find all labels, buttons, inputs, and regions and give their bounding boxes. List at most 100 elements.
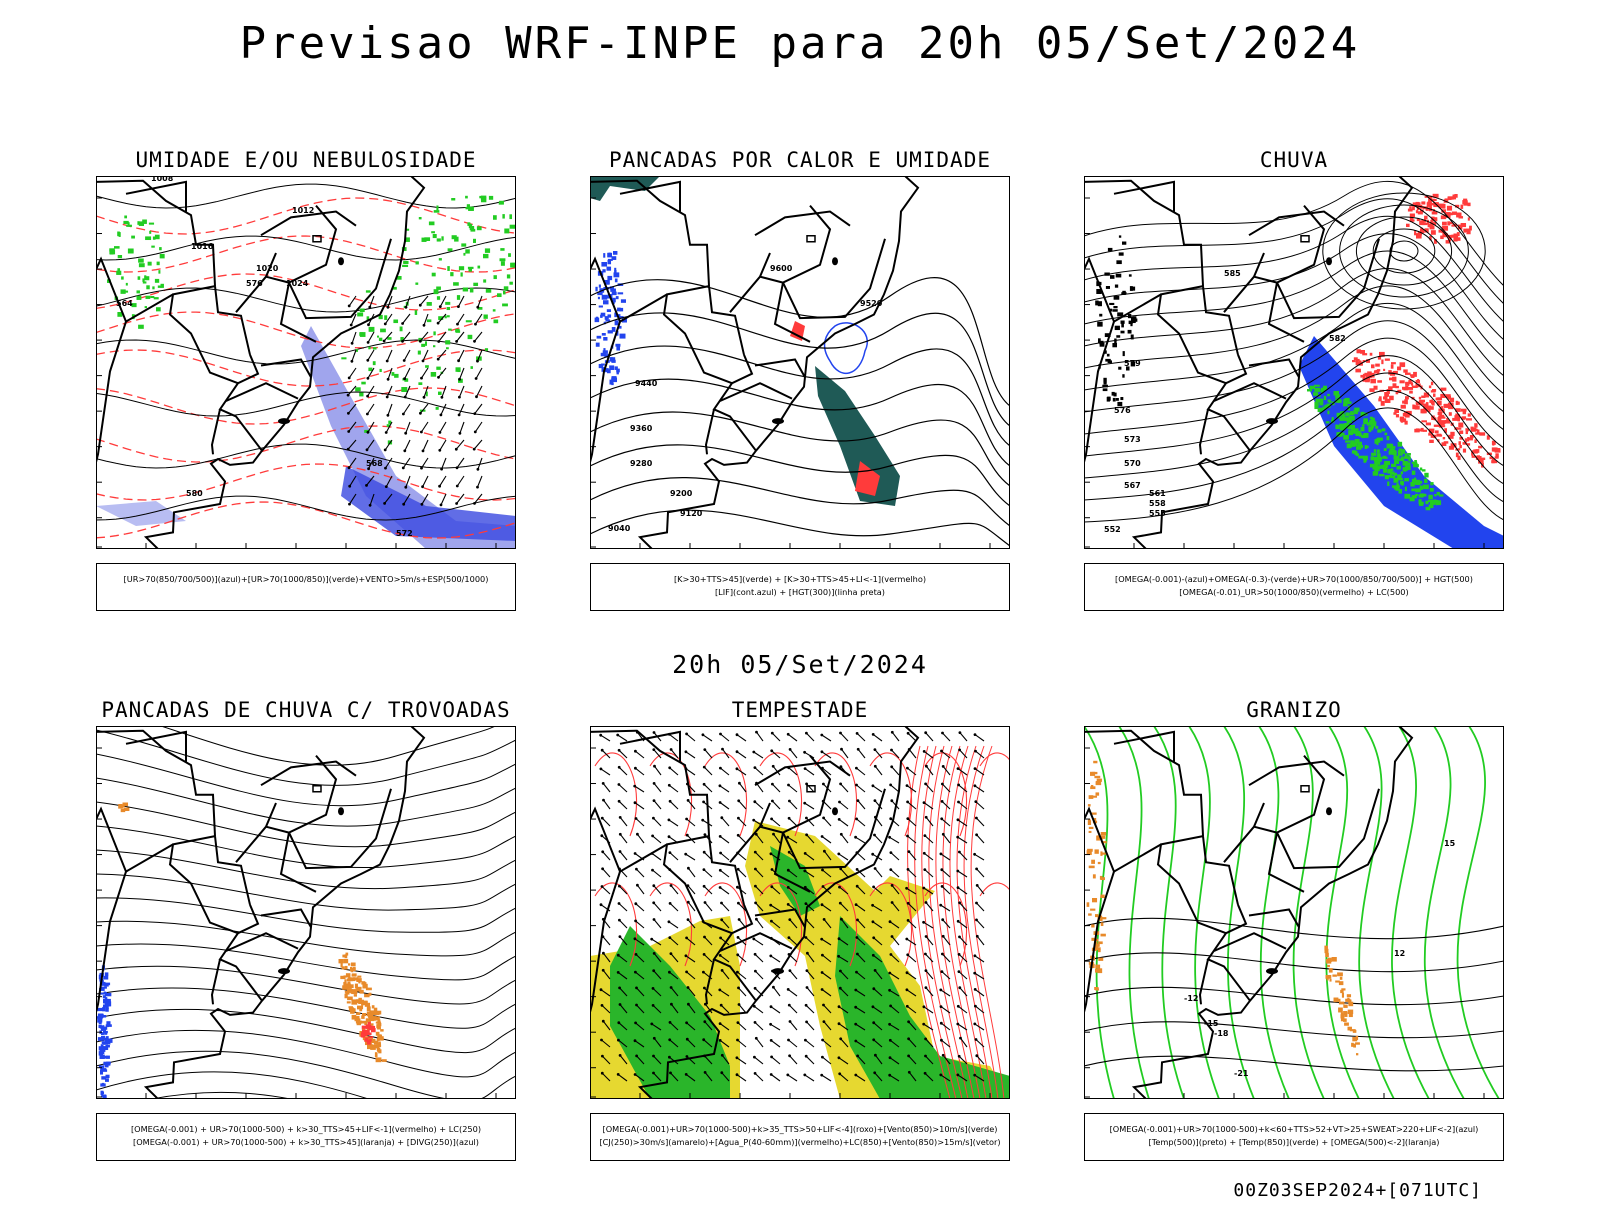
wind-vector-850-head [633,1073,637,1076]
wind-vector-850 [653,1037,662,1048]
wind-vector-850-head [718,1039,722,1042]
wind-vector-850-head [940,970,944,973]
wind-vector-850 [736,734,747,742]
instability-orange-speckle [346,989,353,993]
instability-orange-speckle [357,975,362,978]
wind-vector [438,367,447,378]
wind-vector [440,403,447,416]
wind-vector-850-head [735,733,739,737]
instability-orange-speckle [362,1001,368,1006]
humid-green-speckle [393,319,399,324]
divergence-blue-speckle [106,1061,111,1065]
wind-vector-850 [959,902,968,912]
omega-green-speckle [1355,439,1360,444]
rh-red-speckle [1451,224,1458,227]
wind-vector-850 [891,731,900,742]
rh-red-speckle [1420,227,1423,231]
map-basemap [590,176,920,549]
omega-green-speckle [1394,457,1400,461]
wind-vector-850-head [754,1036,758,1040]
wind-vector-850 [686,733,696,742]
wind-vector-850 [823,817,832,827]
rh-red-speckle [1449,397,1455,403]
wind-vector-850-head [973,784,977,788]
wind-vector-850 [874,970,883,980]
wind-vector-850-head [939,852,943,856]
humid-green-speckle [151,245,155,248]
wind-vector-850 [770,1074,781,1082]
rh-red-speckle [1405,381,1410,386]
wind-vector-850-head [956,1004,960,1008]
wind-vector-850-head [888,1038,892,1042]
storm-red-speckle [371,1025,376,1030]
lif-blue-speckle [611,327,616,332]
wind-vector-850 [957,870,968,878]
wind-vector-head [367,467,370,471]
instability-orange-speckle [370,1023,374,1026]
wind-vector-850 [772,986,781,997]
wind-vector-850 [890,852,900,861]
wind-vector-850 [651,938,662,946]
wind-vector-850 [975,801,985,810]
wind-vector-850-head [651,834,654,838]
wind-vector [441,385,447,398]
rh-red-speckle [1455,237,1461,241]
rh-red-speckle [1494,456,1499,459]
rh-red-speckle [1395,414,1400,418]
hgt300-contour [590,509,1010,547]
wind-vector-850 [856,937,866,946]
humid-green-speckle [392,286,397,290]
lake-shape [832,257,838,266]
wind-vector-850 [857,953,866,963]
rh-red-speckle [1463,230,1467,233]
wind-vector-head [348,484,352,488]
wind-vector [456,493,465,504]
wind-vector-850 [652,1005,662,1014]
omega-green-speckle [1394,452,1397,457]
streamline-250 [96,1008,516,1054]
coastline [637,176,920,549]
wind-vector-850 [703,783,713,793]
political-border [1248,760,1345,787]
lake-shape [1326,257,1332,266]
map-basemap [590,726,920,1099]
omega-orange-speckle [1339,976,1343,980]
wind-vector-850 [976,919,985,929]
omega-green-speckle [1345,440,1351,443]
rh-red-speckle [1384,398,1391,403]
omega-green-speckle [1400,453,1403,456]
rh-red-speckle [1432,193,1439,198]
streamline-250 [96,753,516,807]
wind-vector-850-head [601,867,604,871]
rh-red-speckle [1362,360,1366,363]
contour-label: 561 [1149,489,1166,498]
wind850-green-area [835,916,1010,1099]
instability-orange-speckle [120,805,124,809]
wind-vector-850-head [922,750,926,753]
divergence-blue-speckle [101,1035,106,1041]
wind-vector-850 [804,1074,815,1082]
wind-vector-850-head [804,1003,808,1007]
political-border [704,409,715,455]
instability-orange-speckle [366,1011,372,1017]
streamline-850 [963,745,999,1099]
rh-red-speckle [1437,412,1443,416]
wind-vector-850-head [873,867,877,870]
lif-blue-speckle [603,337,608,341]
coast-detail [1107,247,1113,252]
wind-vector-850 [874,868,883,878]
wind-vector-850-head [617,783,621,786]
wind-vector [384,439,393,451]
lif-blue-speckle [614,312,618,318]
divergence-blue-speckle [101,1082,105,1086]
rh-red-speckle [1465,430,1468,435]
instability-orange-speckle [375,1021,381,1024]
rh-red-speckle [1380,400,1385,406]
coast-detail [1098,281,1102,286]
wind-vector-850 [619,851,628,861]
political-border [1223,252,1265,313]
humid-green-speckle [152,236,156,240]
rh-red-speckle [1491,440,1496,445]
political-border [590,806,668,874]
